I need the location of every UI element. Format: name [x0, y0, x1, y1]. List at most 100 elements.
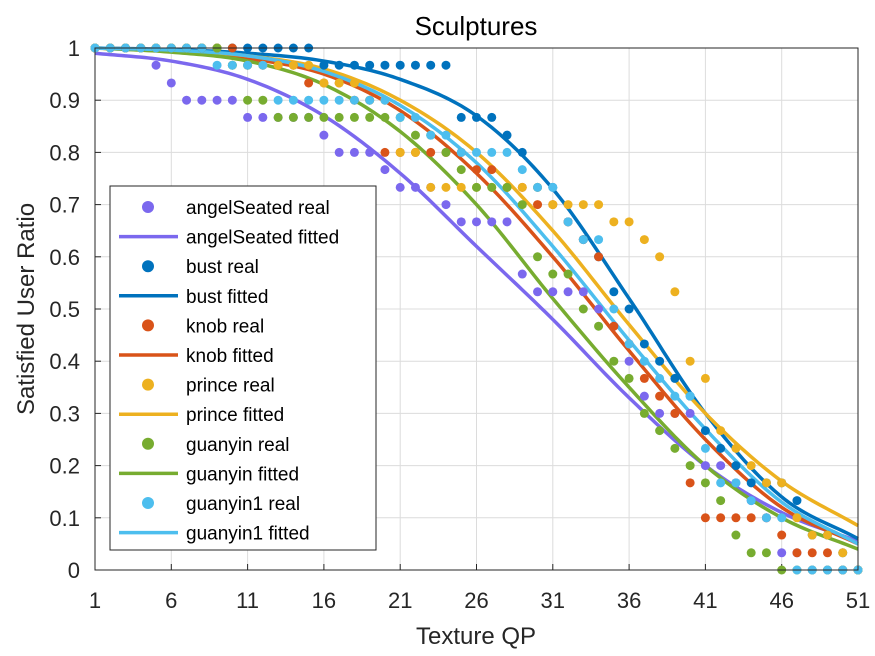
real-point-guanyin [517, 200, 527, 210]
real-point-guanyin [685, 461, 695, 471]
real-point-angelSeated [166, 78, 176, 88]
y-tick-label: 0.3 [49, 401, 80, 426]
real-point-angelSeated [533, 287, 543, 297]
real-point-guanyin [548, 269, 558, 279]
real-point-prince [319, 78, 329, 88]
real-point-knob [670, 408, 680, 418]
real-point-guanyin [761, 548, 771, 558]
real-point-knob [685, 478, 695, 488]
real-point-knob [609, 321, 619, 331]
real-point-bust [487, 112, 497, 122]
y-tick-label: 0 [68, 558, 80, 583]
real-point-guanyin1 [716, 478, 726, 488]
x-tick-label: 16 [312, 588, 336, 613]
real-point-bust [319, 60, 329, 70]
real-point-guanyin1 [578, 235, 588, 245]
real-point-guanyin1 [563, 217, 573, 227]
real-point-bust [334, 60, 344, 70]
real-point-bust [365, 60, 375, 70]
real-point-bust [456, 112, 466, 122]
real-point-bust [349, 60, 359, 70]
x-tick-label: 51 [846, 588, 870, 613]
real-point-guanyin1 [624, 339, 634, 349]
real-point-angelSeated [365, 147, 375, 157]
real-point-guanyin1 [212, 60, 222, 70]
real-point-guanyin1 [670, 391, 680, 401]
fitted-line-guanyin1 [94, 46, 859, 546]
real-point-bust [426, 60, 436, 70]
real-point-guanyin [624, 373, 634, 383]
real-point-bust [380, 60, 390, 70]
real-point-bust [792, 496, 802, 506]
real-point-prince [716, 426, 726, 436]
legend-label-guanyin1-real: guanyin1 real [186, 494, 300, 515]
real-point-guanyin1 [700, 443, 710, 453]
real-point-guanyin [533, 252, 543, 262]
real-point-knob [594, 252, 604, 262]
x-tick-label: 46 [769, 588, 793, 613]
y-axis-label: Satisfied User Ratio [13, 203, 40, 415]
real-point-prince [288, 60, 298, 70]
x-axis-label: Texture QP [416, 623, 536, 650]
real-point-guanyin [243, 95, 253, 105]
real-point-angelSeated [349, 147, 359, 157]
real-point-angelSeated [700, 461, 710, 471]
real-point-angelSeated [472, 217, 481, 227]
x-tick-label: 36 [617, 588, 641, 613]
real-point-guanyin [441, 147, 451, 157]
real-point-prince [609, 217, 619, 227]
real-point-bust [609, 287, 619, 297]
real-point-guanyin1 [487, 147, 497, 157]
real-point-guanyin1 [502, 147, 512, 157]
real-point-guanyin1 [777, 513, 787, 523]
real-point-knob [792, 548, 802, 558]
real-point-prince [655, 252, 665, 262]
real-point-guanyin [700, 478, 710, 488]
legend-label-angelSeated-real: angelSeated real [186, 198, 330, 219]
real-point-guanyin1 [761, 513, 771, 523]
real-point-guanyin1 [548, 182, 558, 192]
real-point-guanyin [639, 408, 649, 418]
real-point-bust [655, 356, 665, 366]
real-point-guanyin1 [288, 95, 298, 105]
real-point-guanyin [655, 426, 665, 436]
legend-label-guanyin-real: guanyin real [186, 435, 290, 456]
legend-marker-knob [142, 319, 154, 332]
real-point-guanyin1 [639, 356, 649, 366]
real-point-angelSeated [517, 269, 527, 279]
x-axis-ticks: 1 6 11 16 21 26 31 36 41 46 51 [89, 564, 870, 613]
real-point-bust [670, 373, 680, 383]
real-point-guanyin1 [426, 130, 436, 140]
real-point-angelSeated [777, 548, 787, 558]
real-point-angelSeated [212, 95, 222, 105]
real-point-guanyin1 [441, 130, 451, 140]
real-point-guanyin1 [410, 112, 420, 122]
legend-marker-prince [142, 378, 154, 391]
y-tick-label: 0.4 [49, 349, 80, 374]
real-point-knob [731, 513, 741, 523]
x-tick-label: 21 [388, 588, 412, 613]
y-tick-label: 0.1 [49, 506, 80, 531]
real-point-guanyin1 [349, 95, 359, 105]
real-point-prince [426, 182, 436, 192]
real-point-knob [380, 147, 390, 157]
real-point-guanyin [334, 112, 344, 122]
legend-label-knob-fitted: knob fitted [186, 346, 274, 367]
real-point-prince [594, 200, 604, 210]
chart-title: Sculptures [415, 11, 538, 41]
real-point-bust [700, 426, 710, 436]
real-point-knob [426, 147, 436, 157]
real-point-angelSeated [548, 287, 558, 297]
real-point-guanyin1 [365, 95, 375, 105]
real-point-bust [716, 443, 726, 453]
real-point-bust [746, 478, 756, 488]
real-point-angelSeated [502, 217, 512, 227]
real-point-guanyin [273, 112, 283, 122]
real-point-knob [807, 548, 817, 558]
real-point-prince [777, 478, 787, 488]
legend: angelSeated real angelSeated fitted bust r… [109, 185, 377, 551]
real-point-guanyin [609, 356, 619, 366]
real-point-prince [548, 200, 558, 210]
real-point-guanyin [258, 95, 268, 105]
